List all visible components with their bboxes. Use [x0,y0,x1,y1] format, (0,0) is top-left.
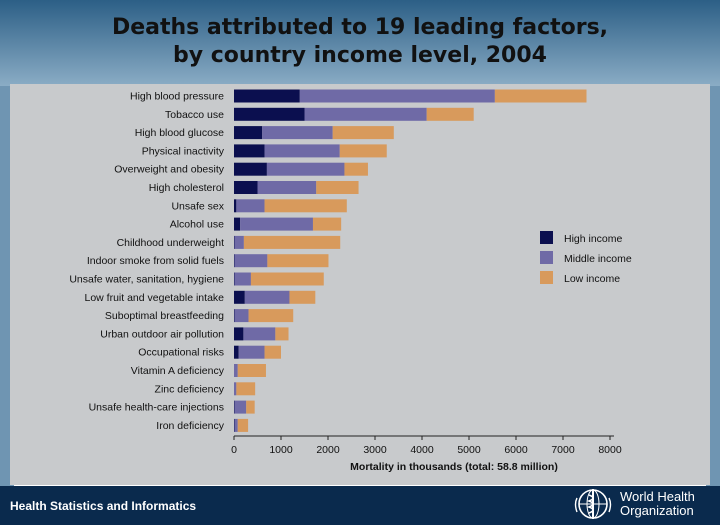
category-label: Tobacco use [165,109,224,121]
bar-segment [246,400,255,414]
legend-label: Middle income [564,253,632,265]
x-tick-label: 3000 [363,444,387,456]
who-emblem-icon [574,489,612,519]
legend-label: High income [564,233,623,245]
category-label: Zinc deficiency [155,383,225,395]
bar-segment [262,126,333,140]
bar-segment [234,107,305,121]
bar-segment [234,144,265,158]
bar-segment [234,199,237,213]
bar-segment [332,126,394,140]
legend-label: Low income [564,273,620,285]
bar-segment [234,345,239,359]
bar-segment [234,418,238,432]
x-tick-label: 7000 [551,444,575,456]
category-label: Alcohol use [170,219,224,231]
category-label: Childhood underweight [117,237,224,249]
chart-title: Deaths attributed to 19 leading factors,… [0,14,720,70]
bar-segment [275,327,289,341]
bar-segment [234,217,241,231]
bar-segment [234,290,245,304]
category-label: Iron deficiency [156,420,224,432]
category-label: Low fruit and vegetable intake [84,292,224,304]
category-label: Indoor smoke from solid fuels [87,255,224,267]
chart-title-line1: Deaths attributed to 19 leading factors, [111,15,609,40]
footer-department-label: Health Statistics and Informatics [10,499,197,513]
bar-segment [234,181,258,194]
category-label: High cholesterol [149,182,224,194]
bar-segment [237,418,249,432]
category-label: Urban outdoor air pollution [100,328,224,340]
bar-segment [240,217,313,231]
bar-segment [264,199,347,213]
category-label: Occupational risks [138,347,224,359]
bar-segment [234,382,237,396]
bar-segment [238,345,265,359]
x-axis-title: Mortality in thousands (total: 58.8 mill… [350,461,558,473]
bar-segment [494,89,587,103]
bar-segment [299,89,495,103]
legend-swatch [540,271,553,284]
organization-name-line2: Organization [620,503,694,518]
chart-title-line2: by country income level, 2004 [173,43,547,68]
bar-segment [243,327,276,341]
x-tick-label: 2000 [316,444,340,456]
bar-segment [266,162,345,176]
x-tick-label: 4000 [410,444,434,456]
category-label: Unsafe water, sanitation, hygiene [69,274,224,286]
bar-segment [250,272,324,286]
bar-segment [234,309,249,323]
bar-segment [234,126,263,140]
x-tick-label: 8000 [598,444,622,456]
bar-segment [236,199,265,213]
bar-segment [234,327,244,341]
x-tick-label: 5000 [457,444,481,456]
legend-swatch [540,231,553,244]
bar-segment [234,254,268,268]
bar-segment [244,290,290,304]
x-tick-label: 6000 [504,444,528,456]
bar-segment [234,364,238,377]
bar-segment [339,144,387,158]
bar-segment [344,162,368,176]
category-label: Suboptimal breastfeeding [105,310,224,322]
bar-segment [257,181,317,194]
x-tick-label: 0 [231,444,237,456]
bar-segment [234,89,300,103]
bar-segment [304,107,427,121]
bar-segment [234,400,247,414]
bar-segment [234,272,251,286]
chart: High blood pressure Tobacco use High blood… [69,89,632,473]
legend-swatch [540,251,553,264]
bar-segment [236,382,256,396]
x-tick-label: 1000 [269,444,293,456]
organization-name: World Health Organization [620,490,695,518]
bar-segment [234,235,244,249]
bar-segment [248,309,294,323]
category-label: Physical inactivity [142,145,225,157]
bar-segment [316,181,359,194]
category-label: Vitamin A deficiency [131,365,225,377]
bar-segment [312,217,342,231]
category-label: High blood pressure [130,91,224,103]
category-label: Overweight and obesity [114,164,224,176]
category-label: Unsafe sex [171,200,224,212]
bar-segment [264,345,281,359]
bar-segment [237,364,266,377]
bar-segment [243,235,341,249]
bar-segment [289,290,316,304]
bar-segment [426,107,474,121]
category-label: High blood glucose [135,127,224,139]
category-label: Unsafe health-care injections [89,402,224,414]
bar-segment [234,162,267,176]
bar-segment [267,254,329,268]
organization-name-line1: World Health [620,489,695,504]
header-background [0,0,720,90]
bar-segment [264,144,340,158]
